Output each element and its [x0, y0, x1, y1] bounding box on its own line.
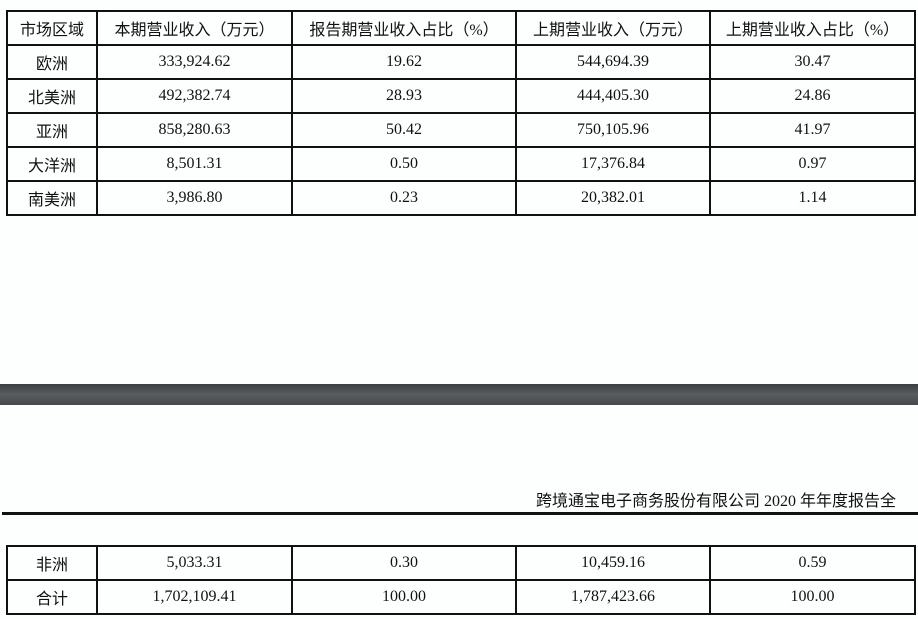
table-cell: 492,382.74: [96, 78, 293, 114]
table-cell: 1.14: [709, 180, 916, 216]
table-row: 北美洲 492,382.74 28.93 444,405.30 24.86: [6, 78, 916, 114]
table-cell: 欧洲: [6, 44, 98, 80]
table-cell: 合计: [6, 579, 98, 615]
table-cell: 50.42: [291, 112, 517, 148]
page-header-text: 跨境通宝电子商务股份有限公司 2020 年年度报告全: [536, 493, 897, 510]
table-header-row: 市场区域 本期营业收入（万元） 报告期营业收入占比（%） 上期营业收入（万元） …: [6, 10, 916, 46]
table-row: 亚洲 858,280.63 50.42 750,105.96 41.97: [6, 112, 916, 148]
region-revenue-table: 市场区域 本期营业收入（万元） 报告期营业收入占比（%） 上期营业收入（万元） …: [6, 10, 916, 216]
table-cell: 0.59: [709, 545, 916, 581]
table-row: 合计 1,702,109.41 100.00 1,787,423.66 100.00: [6, 579, 916, 615]
table-cell: 5,033.31: [96, 545, 293, 581]
header-rule: [2, 512, 918, 515]
table-cell: 0.97: [709, 146, 916, 182]
table-cell: 19.62: [291, 44, 517, 80]
table-cell: 10,459.16: [515, 545, 711, 581]
column-header: 上期营业收入占比（%）: [709, 10, 916, 46]
table-cell: 100.00: [709, 579, 916, 615]
column-header: 市场区域: [6, 10, 98, 46]
table-cell: 1,787,423.66: [515, 579, 711, 615]
table-row: 欧洲 333,924.62 19.62 544,694.39 30.47: [6, 44, 916, 80]
table-row: 大洋洲 8,501.31 0.50 17,376.84 0.97: [6, 146, 916, 182]
table-cell: 南美洲: [6, 180, 98, 216]
table-cell: 444,405.30: [515, 78, 711, 114]
page-break-separator: [0, 384, 918, 405]
table-cell: 17,376.84: [515, 146, 711, 182]
table-cell: 41.97: [709, 112, 916, 148]
table-cell: 333,924.62: [96, 44, 293, 80]
table-cell: 544,694.39: [515, 44, 711, 80]
table-row: 南美洲 3,986.80 0.23 20,382.01 1.14: [6, 180, 916, 216]
table-cell: 亚洲: [6, 112, 98, 148]
table-cell: 非洲: [6, 545, 98, 581]
table-cell: 30.47: [709, 44, 916, 80]
column-header: 报告期营业收入占比（%）: [291, 10, 517, 46]
table-cell: 北美洲: [6, 78, 98, 114]
column-header: 本期营业收入（万元）: [96, 10, 293, 46]
table-cell: 0.50: [291, 146, 517, 182]
table-cell: 24.86: [709, 78, 916, 114]
table-cell: 20,382.01: [515, 180, 711, 216]
table-cell: 858,280.63: [96, 112, 293, 148]
table-cell: 3,986.80: [96, 180, 293, 216]
table-row: 非洲 5,033.31 0.30 10,459.16 0.59: [6, 545, 916, 581]
table-cell: 0.30: [291, 545, 517, 581]
column-header: 上期营业收入（万元）: [515, 10, 711, 46]
table-cell: 1,702,109.41: [96, 579, 293, 615]
table-cell: 28.93: [291, 78, 517, 114]
table-cell: 大洋洲: [6, 146, 98, 182]
table-cell: 750,105.96: [515, 112, 711, 148]
table-cell: 8,501.31: [96, 146, 293, 182]
table-cell: 0.23: [291, 180, 517, 216]
region-revenue-table-continued: 非洲 5,033.31 0.30 10,459.16 0.59 合计 1,702,109.4…: [6, 545, 916, 615]
table-cell: 100.00: [291, 579, 517, 615]
